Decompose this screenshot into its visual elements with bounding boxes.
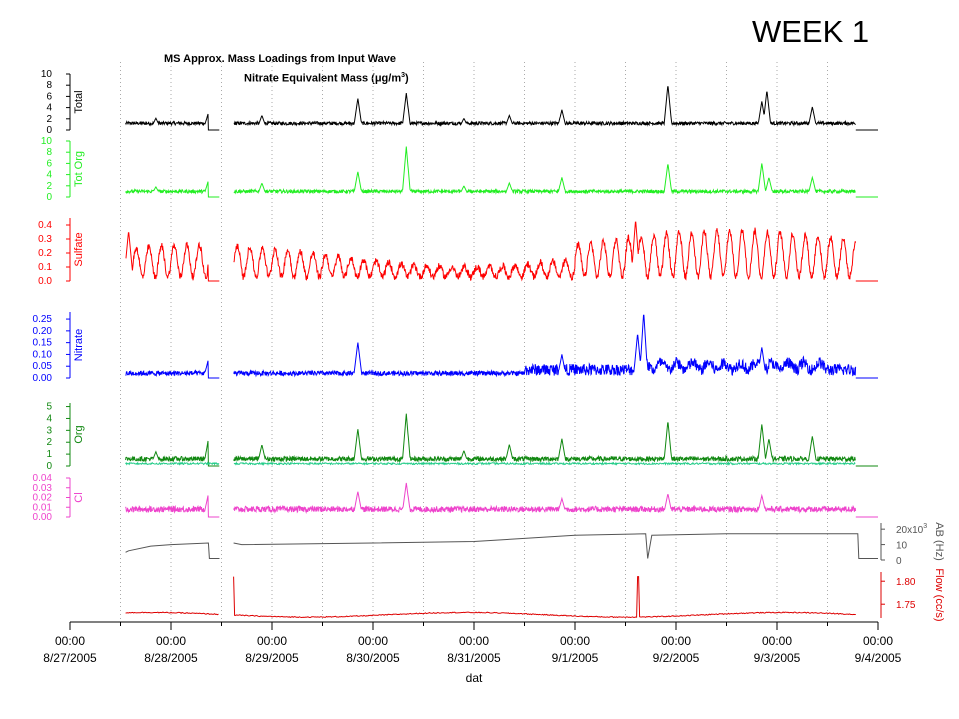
- x-axis-label: dat: [466, 671, 483, 685]
- subtitle-suffix: ): [405, 72, 409, 85]
- total-series-line: [125, 86, 878, 131]
- total-tick-label: 10: [41, 69, 53, 80]
- sulfate-series-line: [125, 221, 878, 282]
- x-tick-date: 8/31/2005: [447, 651, 501, 665]
- x-tick-time: 00:00: [661, 634, 691, 648]
- flow-tick-label: 1.75: [896, 600, 916, 611]
- total-tick-label: 6: [46, 91, 52, 102]
- ab-axis-label: AB (Hz): [933, 522, 945, 561]
- org-series-line: [125, 413, 878, 467]
- subtitle-sup: 3: [401, 72, 406, 79]
- x-tick-date: 8/29/2005: [245, 651, 299, 665]
- nitrate-series-line: [125, 314, 878, 379]
- x-tick-time: 00:00: [459, 634, 489, 648]
- x-tick-time: 00:00: [762, 634, 792, 648]
- sulfate-tick-label: 0.2: [38, 248, 52, 259]
- sulfate-tick-label: 0.0: [38, 276, 52, 287]
- ab-tick-label: 0: [896, 556, 902, 567]
- x-tick-date: 9/3/2005: [754, 651, 801, 665]
- tot_org-tick-label: 10: [41, 136, 53, 147]
- x-tick-date: 9/2/2005: [653, 651, 700, 665]
- x-tick-date: 8/28/2005: [144, 651, 198, 665]
- cl-tick-label: 0.01: [33, 502, 53, 513]
- cl-tick-label: 0.00: [33, 512, 53, 523]
- org-lower-series-line: [125, 461, 856, 466]
- week-label: WEEK 1: [752, 14, 870, 49]
- tot_org-axis-label: Tot Org: [73, 151, 85, 187]
- x-tick-time: 00:00: [358, 634, 388, 648]
- tot_org-tick-label: 0: [46, 192, 52, 203]
- nitrate-tick-label: 0.20: [33, 326, 53, 337]
- org-tick-label: 5: [46, 402, 52, 413]
- nitrate-tick-label: 0.25: [33, 314, 53, 325]
- chart-title: MS Approx. Mass Loadings from Input Wave: [164, 53, 397, 65]
- subtitle-unit: μg/m: [374, 72, 402, 85]
- sulfate-axis-label: Sulfate: [73, 232, 85, 266]
- x-tick-time: 00:00: [257, 634, 287, 648]
- org-tick-label: 3: [46, 425, 52, 436]
- flow-axis-label: Flow (cc/s): [933, 568, 945, 621]
- sulfate-tick-label: 0.3: [38, 234, 52, 245]
- x-tick-date: 9/4/2005: [855, 651, 902, 665]
- flow-series-line: [125, 576, 856, 619]
- tot_org-tick-label: 4: [46, 170, 52, 181]
- nitrate-tick-label: 0.00: [33, 373, 53, 384]
- flow-tick-label: 1.80: [896, 577, 916, 588]
- sulfate-tick-label: 0.1: [38, 262, 52, 273]
- x-tick-date: 9/1/2005: [552, 651, 599, 665]
- total-tick-label: 4: [46, 103, 52, 114]
- nitrate-tick-label: 0.15: [33, 338, 53, 349]
- org-tick-label: 4: [46, 413, 52, 424]
- chart-subtitle: Nitrate Equivalent Mass (μg/m3): [244, 72, 409, 85]
- ab-tick-label: 20x103: [896, 523, 927, 536]
- x-tick-time: 00:00: [156, 634, 186, 648]
- org-tick-label: 1: [46, 449, 52, 460]
- sulfate-tick-label: 0.4: [38, 220, 52, 231]
- tot_org-series-line: [125, 146, 878, 198]
- cl-tick-label: 0.04: [33, 473, 53, 484]
- ab-series-line: [125, 533, 878, 559]
- x-tick-time: 00:00: [55, 634, 85, 648]
- ab-tick-label: 10: [896, 541, 908, 552]
- org-tick-label: 2: [46, 437, 52, 448]
- cl-tick-label: 0.02: [33, 493, 53, 504]
- cl-series-line: [125, 482, 878, 518]
- total-tick-label: 0: [46, 125, 52, 136]
- total-tick-label: 8: [46, 80, 52, 91]
- total-axis-label: Total: [73, 90, 85, 113]
- tot_org-tick-label: 8: [46, 147, 52, 158]
- x-tick-time: 00:00: [560, 634, 590, 648]
- x-tick-time: 00:00: [863, 634, 893, 648]
- nitrate-tick-label: 0.10: [33, 349, 53, 360]
- total-tick-label: 2: [46, 114, 52, 125]
- tot_org-tick-label: 6: [46, 158, 52, 169]
- cl-axis-label: Cl: [73, 492, 85, 502]
- org-tick-label: 0: [46, 461, 52, 472]
- subtitle-prefix: Nitrate Equivalent Mass (: [244, 72, 375, 85]
- x-tick-date: 8/27/2005: [43, 651, 97, 665]
- tot_org-tick-label: 2: [46, 181, 52, 192]
- nitrate-axis-label: Nitrate: [73, 329, 85, 361]
- org-axis-label: Org: [73, 425, 85, 443]
- x-tick-date: 8/30/2005: [346, 651, 400, 665]
- cl-tick-label: 0.03: [33, 483, 53, 494]
- nitrate-tick-label: 0.05: [33, 361, 53, 372]
